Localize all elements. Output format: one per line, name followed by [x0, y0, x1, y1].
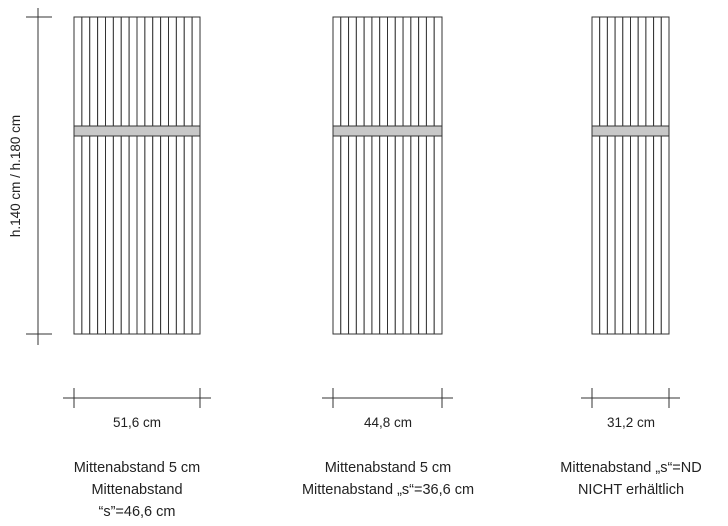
radiator-1-width-dimension: 51,6 cm: [63, 388, 211, 430]
radiator-tube: [425, 16, 435, 335]
radiator-tube: [355, 16, 365, 335]
radiator-tube: [112, 16, 122, 335]
radiator-tube: [120, 16, 130, 335]
radiator-1: [73, 16, 201, 335]
radiator-3-description: Mittenabstand „s“=ND NICHT erhältlich: [560, 460, 701, 498]
radiator-3-desc-line-2: NICHT erhältlich: [578, 482, 684, 498]
radiator-tube: [606, 16, 616, 335]
radiator-tube: [433, 16, 443, 335]
radiator-tube: [160, 16, 170, 335]
radiator-tube: [340, 16, 350, 335]
radiator-2: [332, 16, 443, 335]
radiator-tube: [89, 16, 99, 335]
radiator-3-width-dimension: 31,2 cm: [581, 388, 680, 430]
radiator-1-desc-line-2: Mittenabstand: [91, 482, 182, 498]
radiator-3-desc-line-1: Mittenabstand „s“=ND: [560, 460, 701, 476]
radiator-2-width-label: 44,8 cm: [364, 415, 412, 430]
radiator-1-crossbar: [73, 125, 201, 137]
radiator-tube: [168, 16, 177, 335]
radiator-2-crossbar: [332, 125, 443, 137]
radiator-tube: [348, 16, 357, 335]
radiator-1-desc-line-3: “s”=46,6 cm: [99, 504, 176, 520]
radiator-3: [591, 16, 670, 335]
radiator-2-desc-line-1: Mittenabstand 5 cm: [325, 460, 452, 476]
radiator-tube: [614, 16, 624, 335]
radiator-tube: [105, 16, 114, 335]
radiator-tube: [660, 16, 670, 335]
radiator-3-tubes: [591, 16, 670, 335]
radiator-tube: [183, 16, 193, 335]
radiator-tube: [128, 16, 138, 335]
radiator-tube: [144, 16, 154, 335]
radiator-tube: [175, 16, 185, 335]
radiator-1-description: Mittenabstand 5 cm Mittenabstand “s”=46,…: [74, 460, 201, 520]
radiator-2-tubes: [332, 16, 443, 335]
radiator-tube: [410, 16, 420, 335]
radiator-tube: [73, 16, 83, 335]
radiator-2-description: Mittenabstand 5 cm Mittenabstand „s“=36,…: [302, 460, 474, 498]
radiator-tube: [599, 16, 608, 335]
radiator-tube: [637, 16, 647, 335]
radiator-tube: [645, 16, 655, 335]
radiator-tube: [97, 16, 107, 335]
radiator-1-width-label: 51,6 cm: [113, 415, 161, 430]
radiator-3-width-label: 31,2 cm: [607, 415, 655, 430]
radiator-tube: [191, 16, 201, 335]
radiator-tube: [81, 16, 91, 335]
radiator-tube: [363, 16, 373, 335]
radiator-tube: [332, 16, 342, 335]
radiator-tube: [402, 16, 412, 335]
radiator-tube: [379, 16, 388, 335]
radiator-tube: [653, 16, 662, 335]
height-dimension: h.140 cm / h.180 cm: [8, 8, 52, 345]
radiator-tube: [630, 16, 639, 335]
radiator-tube: [371, 16, 381, 335]
radiator-tube: [394, 16, 404, 335]
radiator-2-width-dimension: 44,8 cm: [322, 388, 453, 430]
radiator-tube: [418, 16, 427, 335]
radiator-1-desc-line-1: Mittenabstand 5 cm: [74, 460, 201, 476]
radiator-2-desc-line-2: Mittenabstand „s“=36,6 cm: [302, 482, 474, 498]
radiator-tube: [591, 16, 601, 335]
height-label: h.140 cm / h.180 cm: [8, 115, 23, 237]
radiator-tube: [622, 16, 631, 335]
radiator-tube: [387, 16, 396, 335]
radiator-1-tubes: [73, 16, 201, 335]
radiator-3-crossbar: [591, 125, 670, 137]
radiator-tube: [152, 16, 162, 335]
radiator-tube: [136, 16, 146, 335]
